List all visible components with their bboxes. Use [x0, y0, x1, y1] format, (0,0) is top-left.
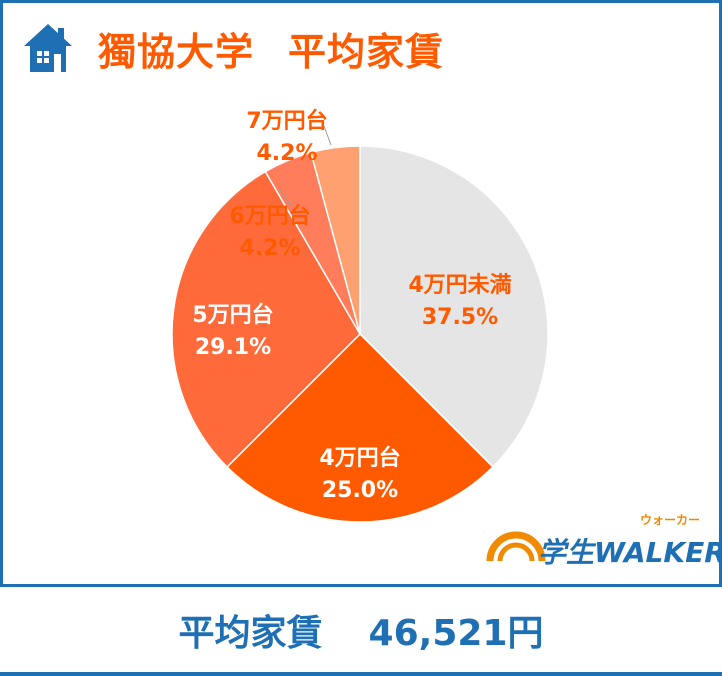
slice-label-1: 4万円台 25.0%: [319, 445, 400, 503]
pie-slice-0: [359, 145, 549, 468]
pie-slice-1: [226, 332, 494, 523]
logo-text: 学生WALKER: [538, 536, 722, 569]
house-icon: [24, 24, 72, 72]
university-name: 獨協大学: [98, 29, 255, 74]
footer-label: 平均家賃: [178, 613, 323, 654]
logo-arc-icon: [486, 531, 546, 562]
logo-kana: ウォーカー: [640, 513, 701, 527]
footer-average-rent: 平均家賃 46,521円: [0, 587, 722, 673]
pie-slice-2: [171, 170, 361, 468]
title-subject: 平均家賃: [288, 29, 445, 74]
slice-label-0: 4万円未満 37.5%: [408, 272, 511, 330]
pie-chart: 4万円未満 37.5% 4万円台 25.0% 5万円台 29.1% 6万円台 4.2% 7万円台…: [171, 108, 549, 523]
slice-label-4: 7万円台 4.2%: [246, 108, 327, 166]
header: 獨協大学 平均家賃: [20, 18, 444, 78]
footer-value: 46,521円: [368, 613, 544, 654]
leader-line-3: [279, 189, 292, 207]
slice-label-2: 5万円台 29.1%: [192, 302, 273, 360]
slice-label-3: 6万円台 4.2%: [229, 203, 310, 261]
leader-line-4: [323, 125, 332, 146]
gakusei-walker-logo: ウォーカー 学生WALKER: [486, 505, 722, 575]
bottom-rule: [0, 672, 722, 676]
page-title: 獨協大学 平均家賃: [98, 21, 444, 76]
pie-slice-4: [310, 145, 361, 335]
